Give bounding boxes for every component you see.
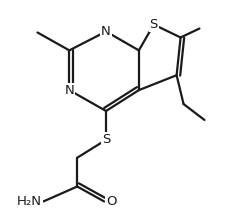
- Text: N: N: [101, 25, 110, 38]
- Text: H₂N: H₂N: [16, 195, 41, 208]
- Text: N: N: [64, 84, 74, 97]
- Text: S: S: [149, 18, 157, 31]
- Text: S: S: [101, 133, 110, 146]
- Text: O: O: [106, 195, 116, 208]
